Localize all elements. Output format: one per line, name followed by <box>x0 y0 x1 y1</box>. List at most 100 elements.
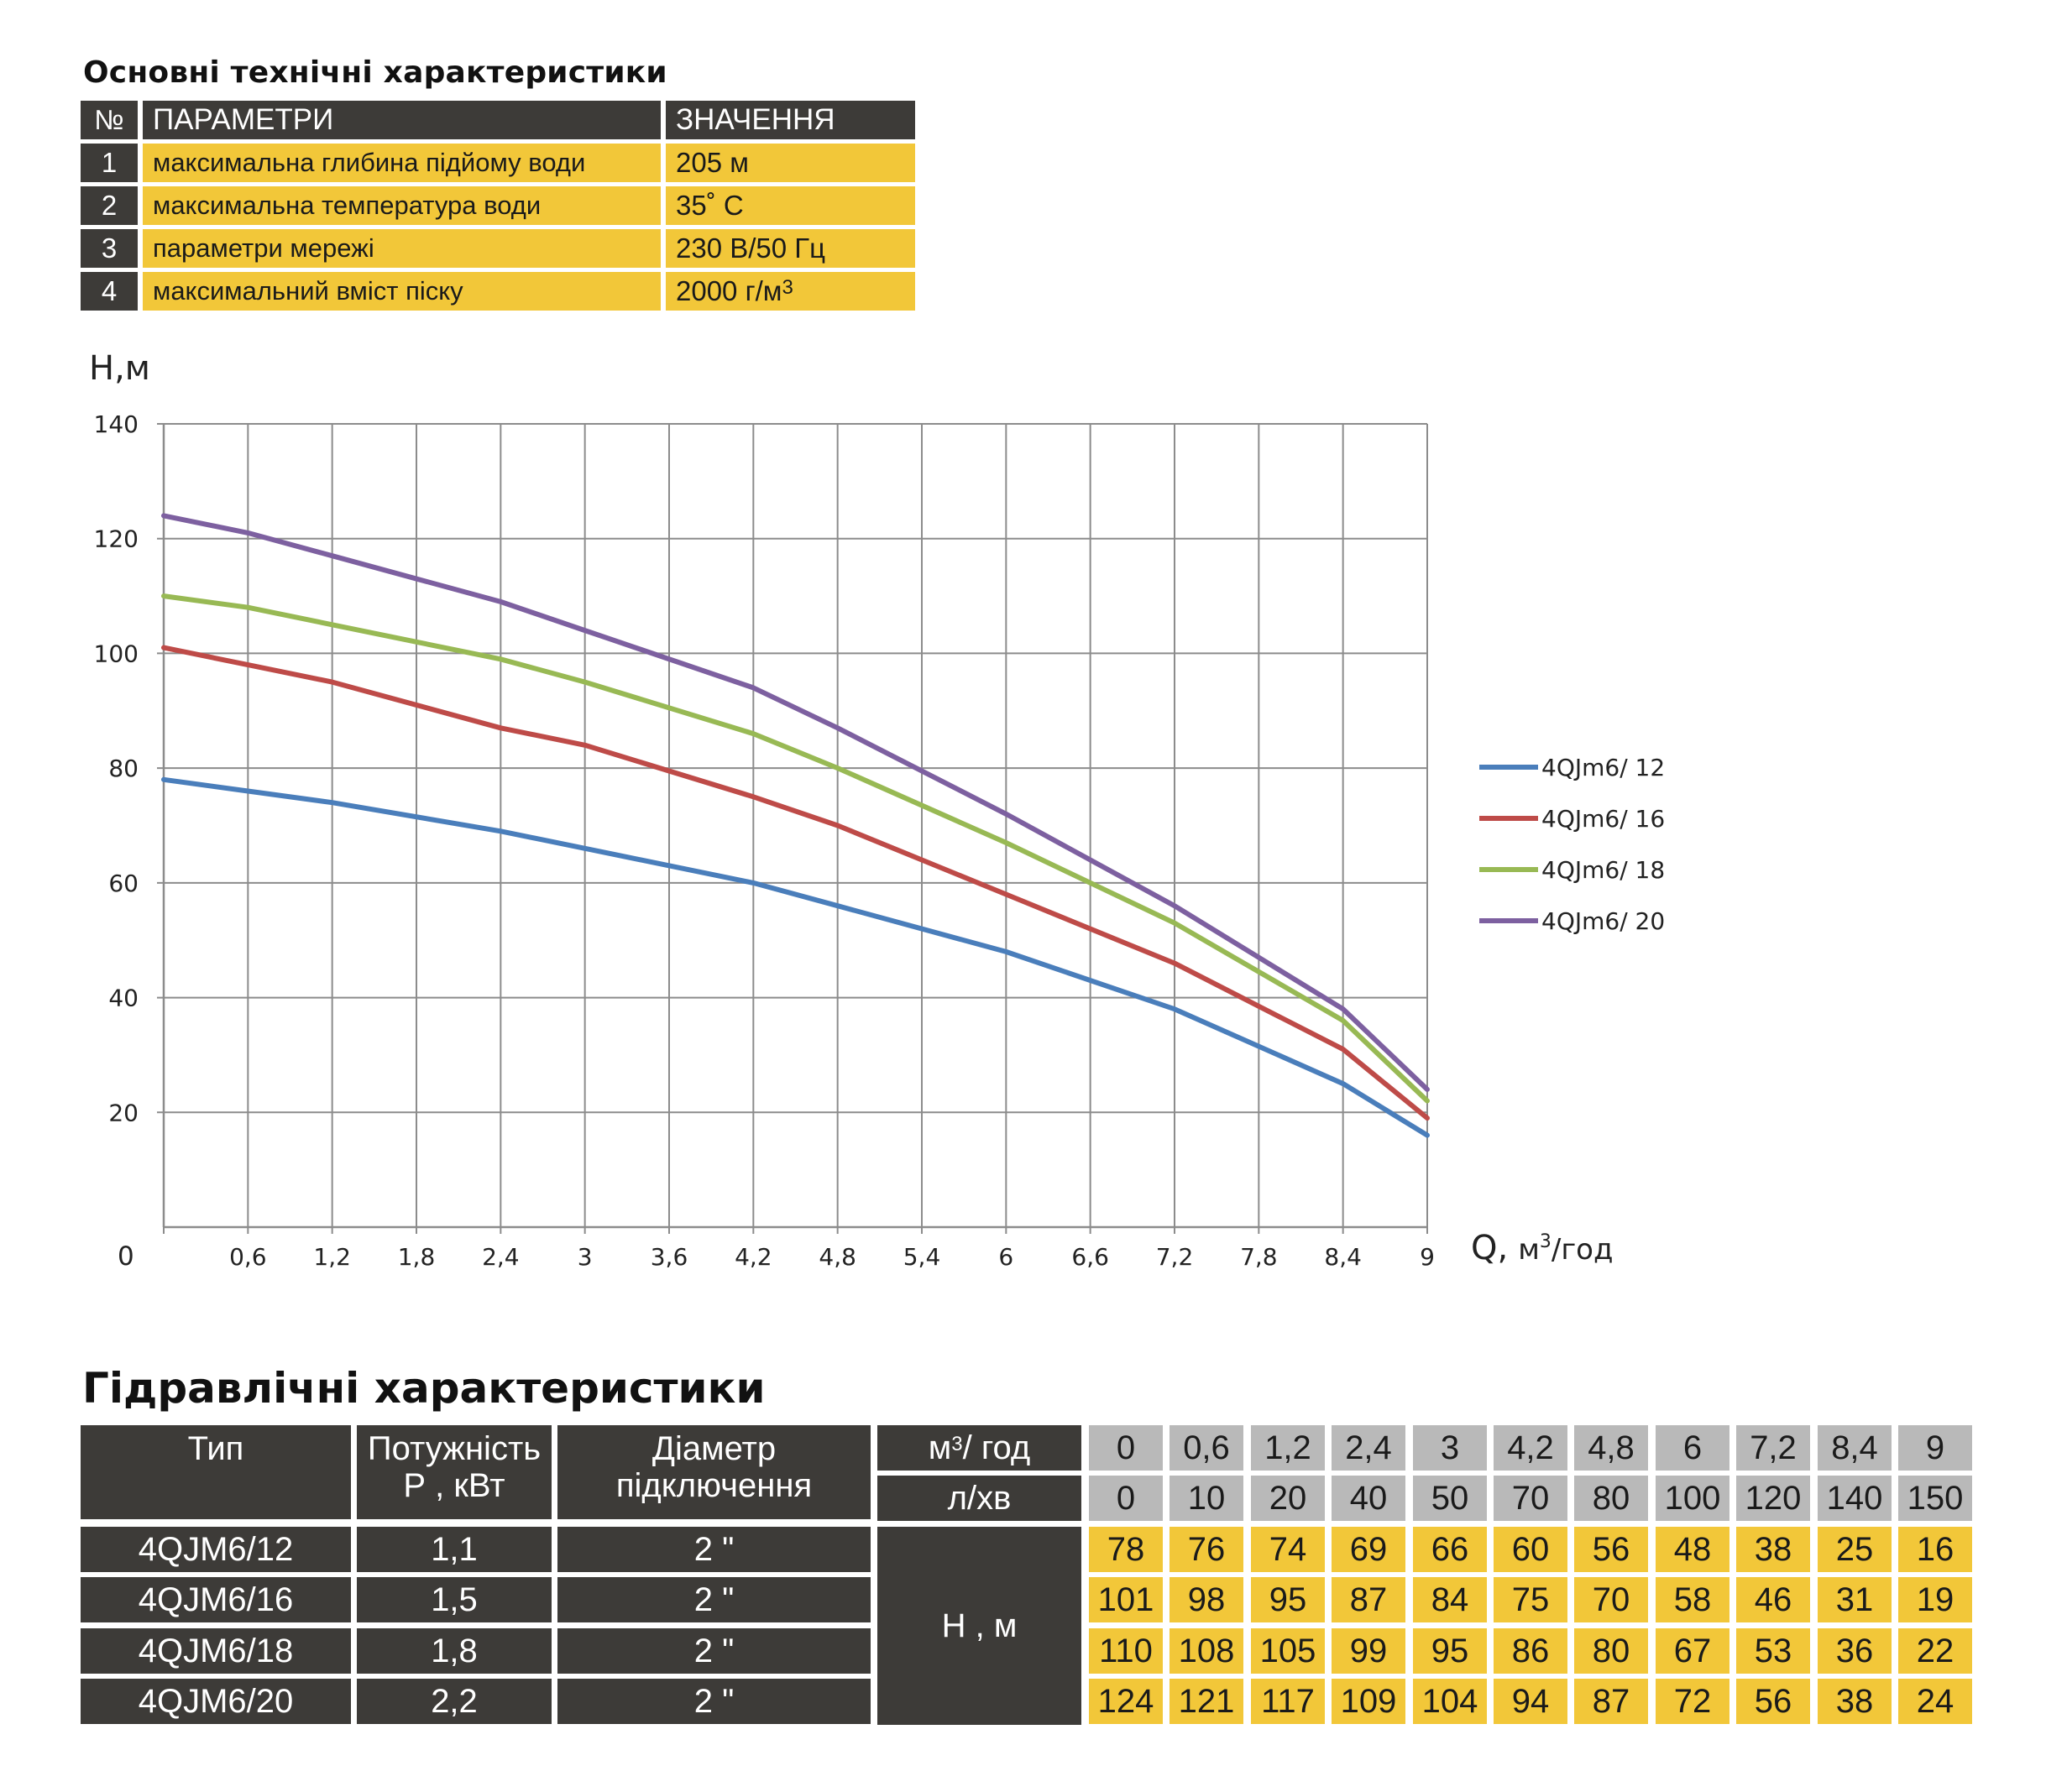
flow-m3h-cell: 0 <box>1089 1425 1163 1471</box>
flow-lmin-cell: 50 <box>1413 1476 1487 1521</box>
head-value-cell: 87 <box>1574 1679 1648 1724</box>
chart-origin-label: 0 <box>118 1241 134 1272</box>
series-line <box>161 645 1430 1121</box>
flow-lmin-cell: 80 <box>1574 1476 1648 1521</box>
flow-lmin-cell: 120 <box>1736 1476 1810 1521</box>
legend-label: 4QJm6/ 20 <box>1541 907 1665 935</box>
flow-m3h-label: м <box>928 1429 952 1466</box>
header-power: Потужність Р , кВт <box>357 1425 552 1519</box>
spec-row-num: 2 <box>81 186 138 225</box>
head-value-cell: 108 <box>1170 1628 1243 1674</box>
spec-row-value: 230 В/50 Гц <box>666 229 915 268</box>
head-value-cell: 66 <box>1413 1527 1487 1572</box>
row-type: 4QJM6/12 <box>81 1527 351 1572</box>
chart-grid <box>157 423 1428 1234</box>
x-axis-q: Q, <box>1471 1229 1508 1267</box>
head-value-cell: 117 <box>1251 1679 1325 1724</box>
y-tick-label: 60 <box>108 870 139 897</box>
header-power-line2: Р , кВт <box>403 1467 505 1504</box>
head-value-cell: 99 <box>1332 1628 1405 1674</box>
x-tick-label: 7,8 <box>1240 1243 1278 1271</box>
spec-title: Основні технічні характеристики <box>83 55 667 90</box>
x-tick-label: 4,2 <box>735 1243 772 1271</box>
spec-row-value: 35˚ С <box>666 186 915 225</box>
x-tick-label: 0,6 <box>229 1243 267 1271</box>
legend-label: 4QJm6/ 18 <box>1541 856 1665 884</box>
x-tick-label: 6,6 <box>1071 1243 1109 1271</box>
spec-row-param: максимальний вміст піску <box>143 272 661 311</box>
x-tick-label: 1,2 <box>313 1243 351 1271</box>
spec-row-param: параметри мережі <box>143 229 661 268</box>
head-value-cell: 105 <box>1251 1628 1325 1674</box>
header-diameter: Діаметр підключення <box>557 1425 871 1519</box>
spec-row-num: 1 <box>81 144 138 182</box>
spec-row-num: 4 <box>81 272 138 311</box>
chart-legend: 4QJm6/ 12 4QJm6/ 16 4QJm6/ 18 4QJm6/ 20 <box>1479 754 1665 935</box>
flow-m3h-cell: 4,8 <box>1574 1425 1648 1471</box>
head-value-cell: 74 <box>1251 1527 1325 1572</box>
x-axis-unit-sup: 3 <box>1540 1231 1552 1252</box>
header-type: Тип <box>81 1425 351 1519</box>
head-value-cell: 110 <box>1089 1628 1163 1674</box>
header-head: Н , м <box>877 1527 1081 1725</box>
chart-y-axis-title: Н,м <box>89 349 150 388</box>
flow-m3h-cell: 7,2 <box>1736 1425 1810 1471</box>
y-tick-label: 80 <box>108 755 139 782</box>
legend-label: 4QJm6/ 16 <box>1541 805 1665 833</box>
row-type: 4QJM6/18 <box>81 1628 351 1674</box>
head-value-cell: 84 <box>1413 1577 1487 1622</box>
head-value-cell: 38 <box>1818 1679 1892 1724</box>
spec-header-value: ЗНАЧЕННЯ <box>666 101 915 139</box>
flow-lmin-cell: 20 <box>1251 1476 1325 1521</box>
head-value-cell: 19 <box>1898 1577 1972 1622</box>
head-value-cell: 22 <box>1898 1628 1972 1674</box>
chart-y-ticks: 20 40 60 80 100 120 140 <box>94 410 139 1126</box>
row-power: 1,8 <box>357 1628 552 1674</box>
spec-value-sup: 3 <box>782 276 793 299</box>
flow-m3h-cell: 8,4 <box>1818 1425 1892 1471</box>
header-diameter-line2: підключення <box>615 1467 813 1504</box>
x-axis-unit: м <box>1518 1233 1540 1267</box>
head-value-cell: 121 <box>1170 1679 1243 1724</box>
chart-x-axis-title: Q, м3/год <box>1471 1229 1614 1267</box>
flow-m3h-sup: 3 <box>951 1433 963 1455</box>
header-flow-lmin: л/хв <box>877 1476 1081 1521</box>
row-power: 1,1 <box>357 1527 552 1572</box>
flow-m3h-cell: 9 <box>1898 1425 1972 1471</box>
head-value-cell: 58 <box>1656 1577 1729 1622</box>
head-value-cell: 67 <box>1656 1628 1729 1674</box>
head-value-cell: 75 <box>1494 1577 1567 1622</box>
y-tick-label: 40 <box>108 985 139 1012</box>
flow-m3h-cell: 4,2 <box>1494 1425 1567 1471</box>
head-value-cell: 25 <box>1818 1527 1892 1572</box>
y-tick-label: 100 <box>94 640 139 667</box>
y-tick-label: 120 <box>94 525 139 553</box>
spec-row-param: максимальна глибина підйому води <box>143 144 661 182</box>
header-diameter-line1: Діаметр <box>651 1430 777 1467</box>
row-diameter: 2 " <box>557 1679 871 1724</box>
head-value-cell: 101 <box>1089 1577 1163 1622</box>
head-value-cell: 53 <box>1736 1628 1810 1674</box>
spec-row-param: максимальна температура води <box>143 186 661 225</box>
head-value-cell: 31 <box>1818 1577 1892 1622</box>
flow-lmin-cell: 0 <box>1089 1476 1163 1521</box>
head-value-cell: 48 <box>1656 1527 1729 1572</box>
head-value-cell: 24 <box>1898 1679 1972 1724</box>
row-power: 1,5 <box>357 1577 552 1622</box>
head-value-cell: 124 <box>1089 1679 1163 1724</box>
flow-lmin-cell: 40 <box>1332 1476 1405 1521</box>
head-value-cell: 104 <box>1413 1679 1487 1724</box>
x-tick-label: 3 <box>578 1243 593 1271</box>
row-power: 2,2 <box>357 1679 552 1724</box>
chart-x-ticks: 0,6 1,2 1,8 2,4 3 3,6 4,2 4,8 5,4 6 6,6 7,2 7,8 8,4 9 <box>229 1243 1435 1271</box>
spec-header-param: ПАРАМЕТРИ <box>143 101 661 139</box>
head-value-cell: 95 <box>1251 1577 1325 1622</box>
x-tick-label: 5,4 <box>903 1243 941 1271</box>
head-value-cell: 36 <box>1818 1628 1892 1674</box>
head-value-cell: 76 <box>1170 1527 1243 1572</box>
head-value-cell: 38 <box>1736 1527 1810 1572</box>
flow-lmin-cell: 150 <box>1898 1476 1972 1521</box>
head-value-cell: 70 <box>1574 1577 1648 1622</box>
x-tick-label: 8,4 <box>1324 1243 1362 1271</box>
